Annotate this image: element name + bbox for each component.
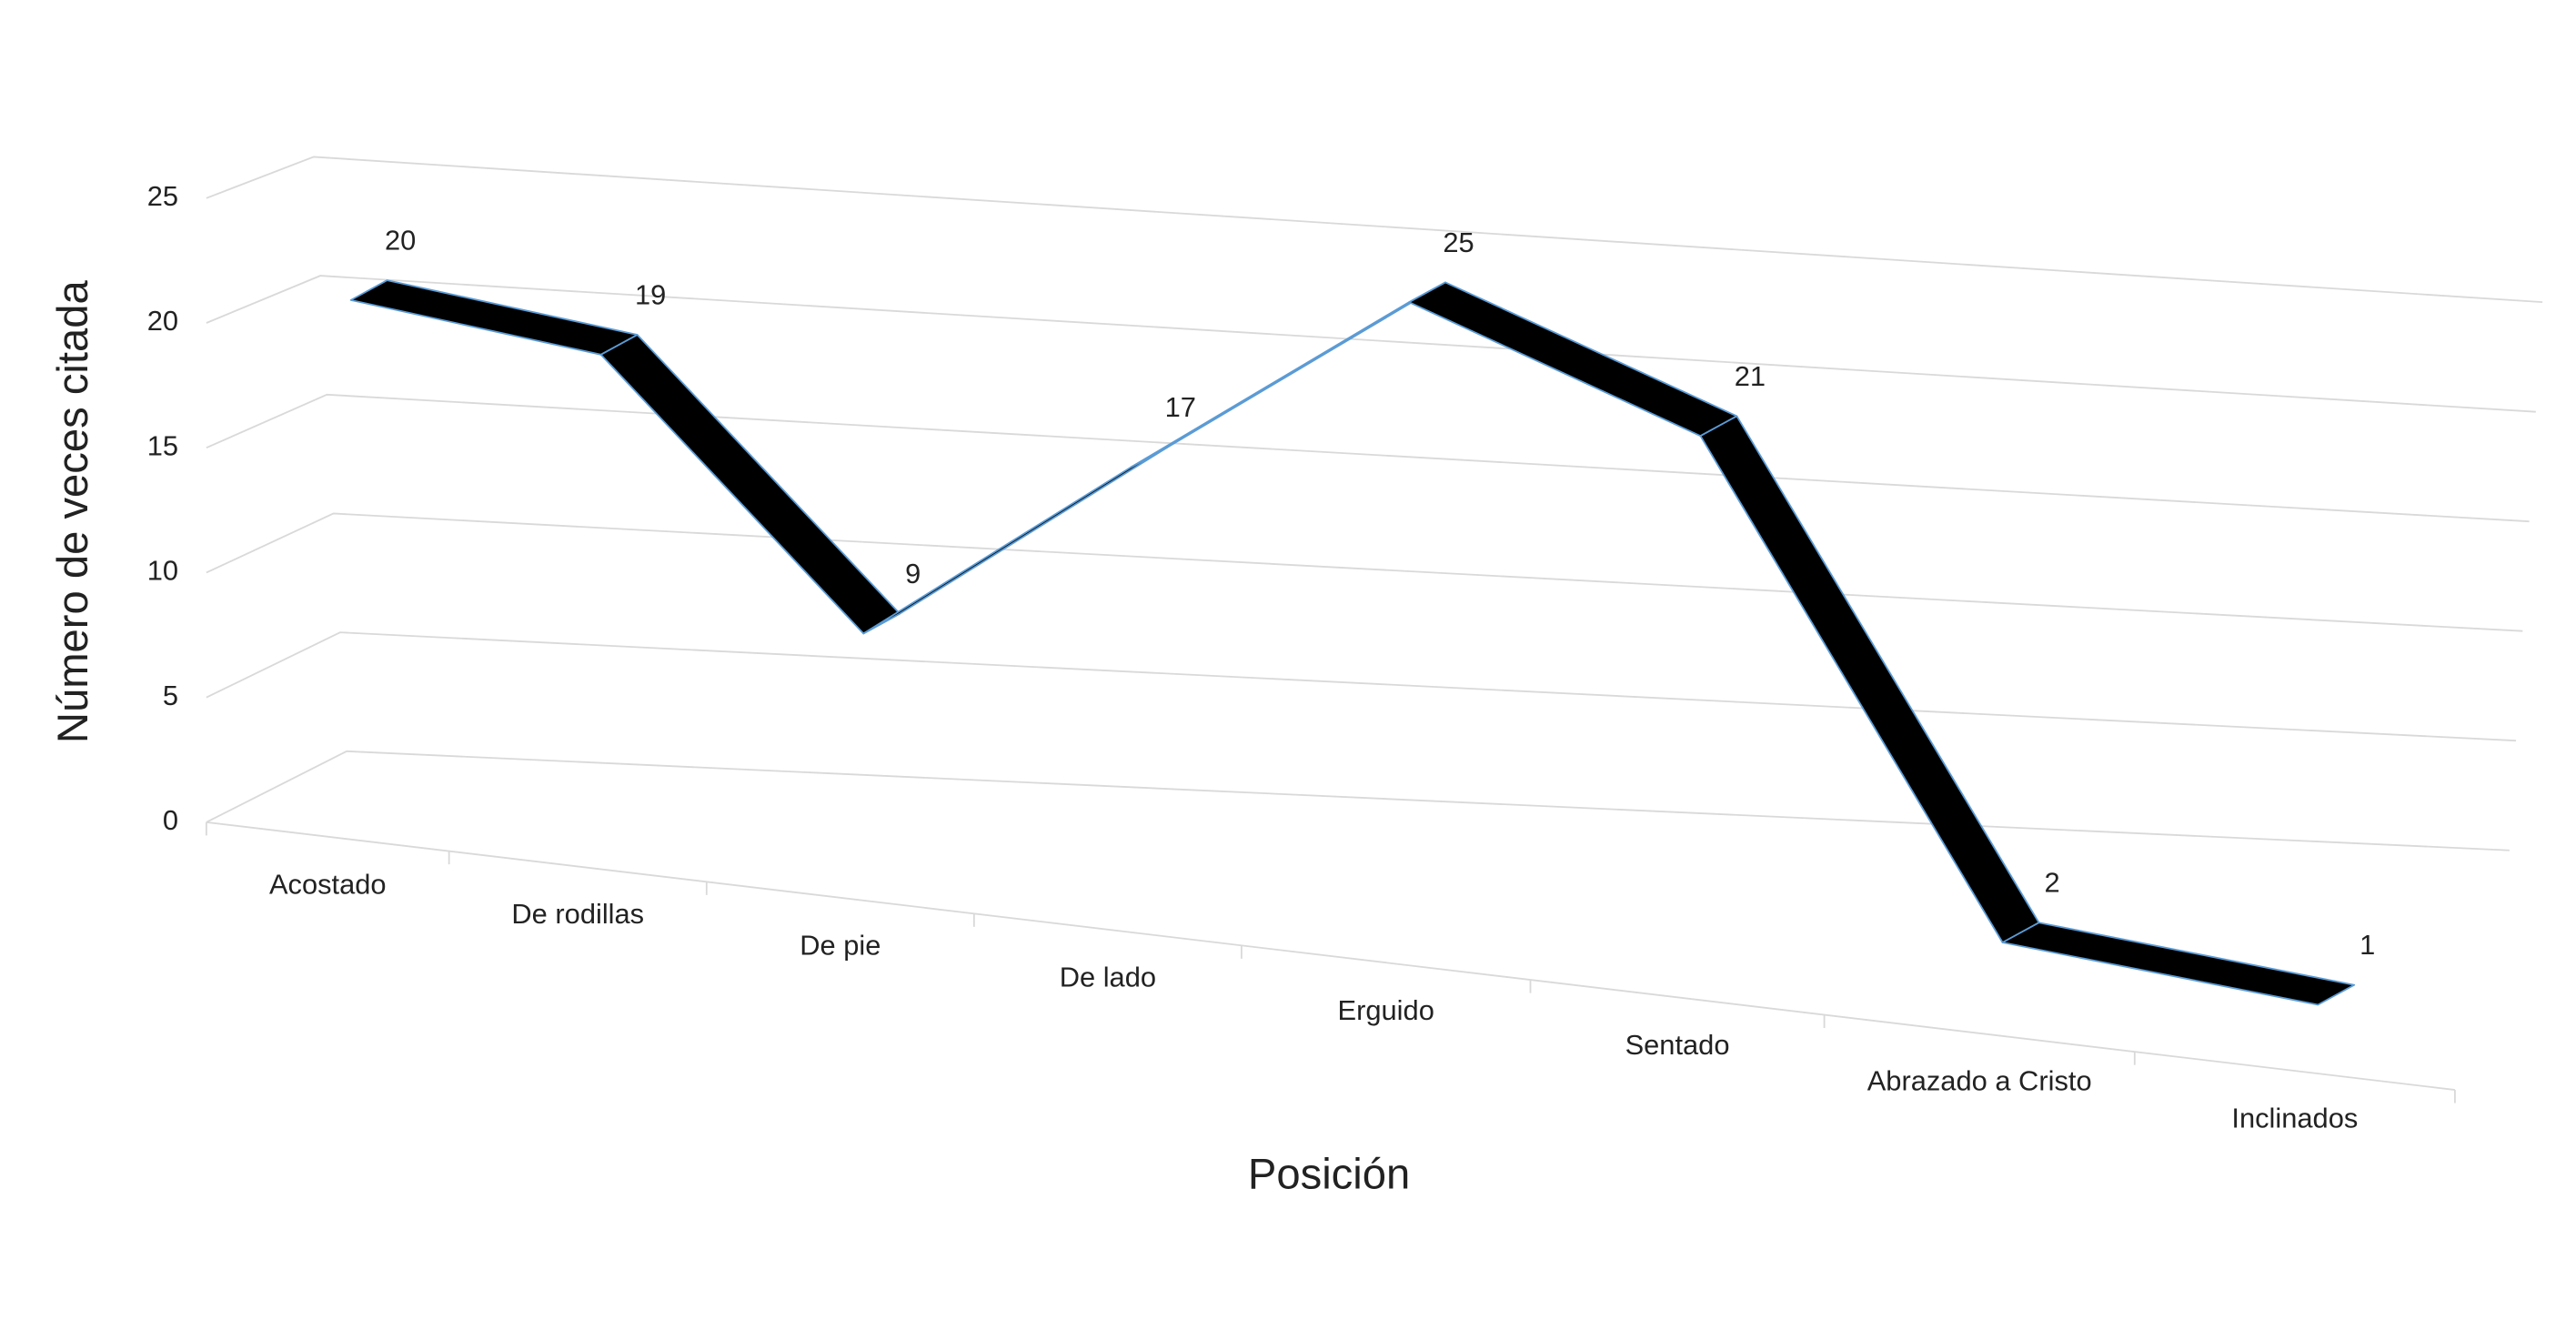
x-axis-title: Posición (1248, 1151, 1410, 1199)
data-label: 21 (1735, 360, 1766, 392)
grid-line (206, 393, 2530, 523)
x-tick-label: Abrazado a Cristo (1867, 1064, 2092, 1096)
y-tick-label: 10 (147, 555, 178, 587)
grid-line (206, 156, 2543, 304)
data-label: 1 (2360, 929, 2375, 961)
grid-line (206, 750, 2510, 851)
y-axis-title: Número de veces citada (49, 279, 97, 743)
y-tick-label: 0 (163, 804, 178, 836)
y-tick-label: 5 (163, 680, 178, 711)
x-tick-label: De pie (800, 929, 880, 961)
x-tick-label: De lado (1060, 961, 1156, 992)
x-tick-label: Inclinados (2231, 1103, 2358, 1134)
ribbon-segment (349, 279, 639, 356)
data-label: 9 (905, 558, 921, 589)
x-tick-label: De rodillas (511, 898, 644, 930)
plot-area: Posición Número de veces citada 0 5 10 15 20… (49, 156, 2543, 1199)
x-tick-label: Erguido (1338, 994, 1434, 1026)
ribbon-segment (599, 334, 901, 635)
y-tick-label: 25 (147, 180, 178, 212)
x-tick-label: Acostado (269, 868, 387, 900)
y-tick-label: 20 (147, 305, 178, 337)
x-axis-line (206, 821, 2456, 1091)
y-tick-label: 15 (147, 429, 178, 461)
data-label: 2 (2044, 867, 2059, 899)
ribbon-segment (862, 446, 1169, 635)
data-label: 19 (635, 278, 666, 310)
grid-line (206, 631, 2517, 742)
data-label: 20 (385, 225, 416, 257)
data-label: 25 (1443, 227, 1474, 258)
data-label: 17 (1165, 391, 1196, 423)
ribbon-segment (1699, 415, 2040, 943)
grid-line (206, 512, 2523, 632)
ribbon-segment (1130, 281, 1446, 468)
grid-line (206, 275, 2536, 413)
ribbon-segment (2001, 922, 2356, 1006)
x-tick-label: Sentado (1625, 1029, 1730, 1061)
